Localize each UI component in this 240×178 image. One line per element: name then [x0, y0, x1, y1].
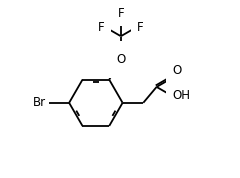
Text: F: F — [137, 21, 144, 34]
Text: O: O — [172, 64, 182, 77]
Text: F: F — [118, 7, 124, 20]
Text: Br: Br — [33, 96, 46, 109]
Text: F: F — [98, 21, 105, 34]
Text: O: O — [116, 53, 126, 66]
Text: OH: OH — [172, 89, 190, 102]
